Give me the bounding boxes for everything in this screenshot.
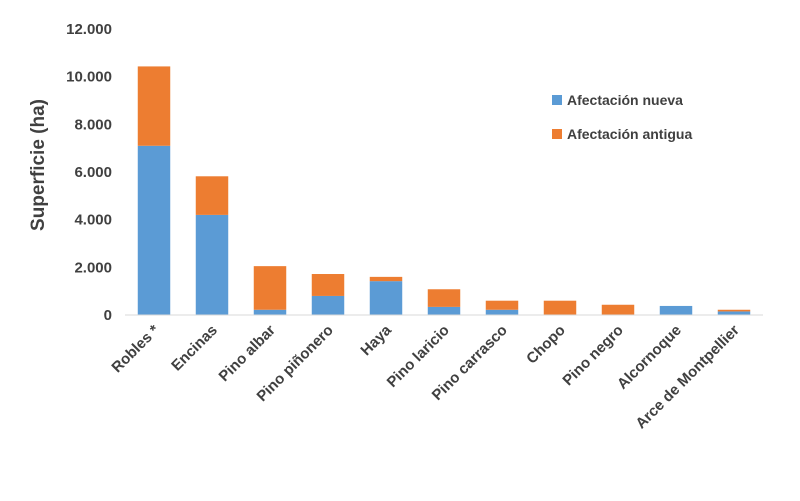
- y-tick-label: 2.000: [74, 259, 112, 276]
- y-tick-label: 8.000: [74, 116, 112, 133]
- bar-segment-antigua: [717, 309, 751, 312]
- bar-segment-nueva: [659, 305, 693, 315]
- y-axis-ticks: 0 2.000 4.000 6.000 8.000 10.000 12.000: [66, 21, 112, 324]
- legend-label: Afectación antigua: [567, 126, 692, 142]
- x-tick-label: Arce de Montpellier: [632, 322, 743, 433]
- bar-segment-nueva: [253, 309, 287, 315]
- y-axis-title: Superficie (ha): [28, 99, 49, 231]
- y-tick-label: 0: [104, 307, 112, 324]
- y-tick-label: 6.000: [74, 164, 112, 181]
- bar-segment-antigua: [137, 66, 171, 146]
- bar-segment-nueva: [311, 295, 345, 315]
- bar-segment-nueva: [137, 145, 171, 315]
- x-tick-label: Robles *: [108, 322, 163, 377]
- x-tick-label: Pino albar: [216, 322, 279, 385]
- bar-segment-nueva: [369, 281, 403, 315]
- y-tick-label: 12.000: [66, 21, 112, 38]
- legend-label: Afectación nueva: [567, 92, 683, 108]
- x-tick-label: Chopo: [523, 322, 569, 368]
- bar-segment-antigua: [543, 300, 577, 315]
- bar-segment-nueva: [485, 309, 519, 315]
- bar-segment-antigua: [195, 176, 229, 215]
- x-tick-label: Encinas: [168, 322, 221, 375]
- bar-segment-antigua: [311, 274, 345, 296]
- bars: [137, 66, 751, 315]
- legend: Afectación nueva Afectación antigua: [552, 92, 692, 142]
- bar-segment-antigua: [427, 289, 461, 307]
- x-tick-label: Haya: [357, 321, 395, 359]
- bar-segment-antigua: [485, 300, 519, 310]
- bar-segment-nueva: [427, 306, 461, 315]
- y-tick-label: 10.000: [66, 69, 112, 86]
- bar-segment-antigua: [369, 276, 403, 282]
- y-tick-label: 4.000: [74, 212, 112, 229]
- bar-segment-nueva: [195, 214, 229, 315]
- legend-swatch: [552, 95, 562, 105]
- bar-segment-antigua: [253, 266, 287, 310]
- bar-segment-nueva: [717, 311, 751, 315]
- legend-swatch: [552, 129, 562, 139]
- bar-segment-antigua: [601, 304, 635, 315]
